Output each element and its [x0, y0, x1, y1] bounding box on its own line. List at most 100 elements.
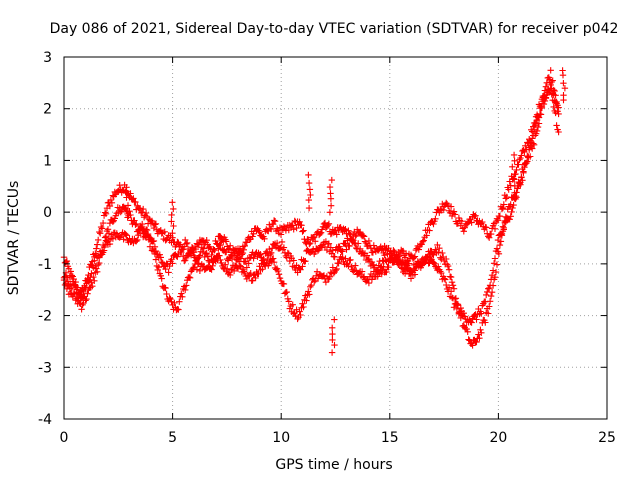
data-point: [404, 265, 412, 272]
data-point: [329, 324, 336, 331]
data-point: [211, 247, 218, 254]
data-point: [163, 290, 170, 298]
data-point: [237, 255, 245, 262]
data-point: [123, 194, 130, 201]
data-point: [473, 316, 480, 323]
data-point: [537, 111, 545, 118]
data-point: [324, 222, 332, 229]
data-point: [276, 275, 284, 282]
data-point: [555, 128, 562, 136]
data-point: [300, 303, 307, 311]
data-point: [151, 243, 159, 250]
data-point: [312, 238, 319, 245]
data-point: [259, 266, 266, 273]
data-point: [183, 282, 190, 289]
data-point: [165, 269, 172, 276]
data-point: [443, 255, 450, 263]
data-point: [299, 228, 306, 235]
data-point: [106, 220, 114, 227]
data-point: [326, 209, 334, 216]
data-point: [511, 157, 518, 164]
data-point: [261, 235, 268, 242]
data-point: [267, 251, 274, 258]
data-point: [200, 245, 207, 252]
x-tick-label: 25: [598, 430, 616, 446]
data-point: [171, 299, 178, 307]
data-point: [352, 233, 359, 240]
data-point: [227, 271, 234, 279]
data-point: [346, 230, 353, 237]
data-point: [343, 246, 350, 253]
data-point: [448, 279, 456, 286]
data-point: [464, 328, 471, 335]
data-point: [266, 245, 273, 253]
data-point: [484, 288, 491, 296]
data-point: [218, 259, 225, 267]
data-point: [530, 126, 538, 133]
data-point: [365, 237, 373, 245]
data-point: [154, 266, 161, 274]
data-point: [305, 179, 313, 187]
data-point: [317, 229, 325, 236]
data-point: [327, 195, 335, 202]
data-point: [329, 336, 336, 344]
data-point: [299, 300, 306, 307]
data-point: [243, 239, 250, 246]
data-point: [511, 176, 518, 183]
data-point: [101, 242, 109, 249]
y-tick-label: 1: [43, 153, 52, 169]
data-point: [69, 278, 76, 285]
data-point: [460, 228, 467, 235]
x-tick-label: 0: [60, 430, 69, 446]
data-point: [482, 298, 489, 305]
data-point: [472, 212, 479, 219]
data-point: [508, 208, 515, 216]
data-point: [236, 262, 244, 269]
data-point: [122, 188, 129, 195]
data-point: [290, 257, 297, 264]
data-point: [107, 196, 115, 204]
data-point: [305, 171, 312, 179]
data-point: [293, 224, 300, 232]
data-point: [363, 252, 371, 259]
data-point: [109, 218, 117, 225]
data-point: [299, 263, 306, 270]
data-point: [113, 230, 120, 237]
data-point: [533, 127, 541, 135]
data-points: [60, 67, 569, 356]
data-point: [134, 236, 141, 244]
data-point: [513, 166, 520, 174]
data-point: [178, 290, 185, 297]
data-point: [250, 230, 257, 237]
data-point: [240, 246, 247, 253]
data-point: [437, 205, 444, 213]
data-point: [156, 251, 163, 258]
data-point: [142, 209, 150, 217]
data-point: [437, 254, 444, 261]
data-point: [249, 233, 256, 240]
data-point: [291, 309, 298, 317]
data-point: [547, 67, 554, 74]
data-point: [350, 237, 357, 244]
data-point: [320, 272, 328, 279]
data-point: [530, 141, 538, 148]
data-point: [327, 202, 335, 209]
data-point: [473, 338, 480, 346]
data-point: [405, 260, 413, 267]
y-tick-label: -1: [38, 257, 52, 273]
data-point: [342, 241, 349, 248]
data-point: [368, 276, 376, 283]
data-point: [268, 225, 275, 233]
data-point: [123, 232, 130, 239]
data-point: [356, 269, 363, 276]
data-point: [439, 249, 446, 257]
data-point: [256, 228, 263, 236]
data-point: [420, 237, 427, 244]
data-point: [561, 85, 569, 92]
data-point: [479, 218, 486, 226]
data-point: [224, 265, 231, 272]
data-point: [549, 97, 556, 104]
data-point: [486, 234, 493, 241]
data-point: [542, 95, 550, 102]
data-point: [157, 272, 164, 279]
